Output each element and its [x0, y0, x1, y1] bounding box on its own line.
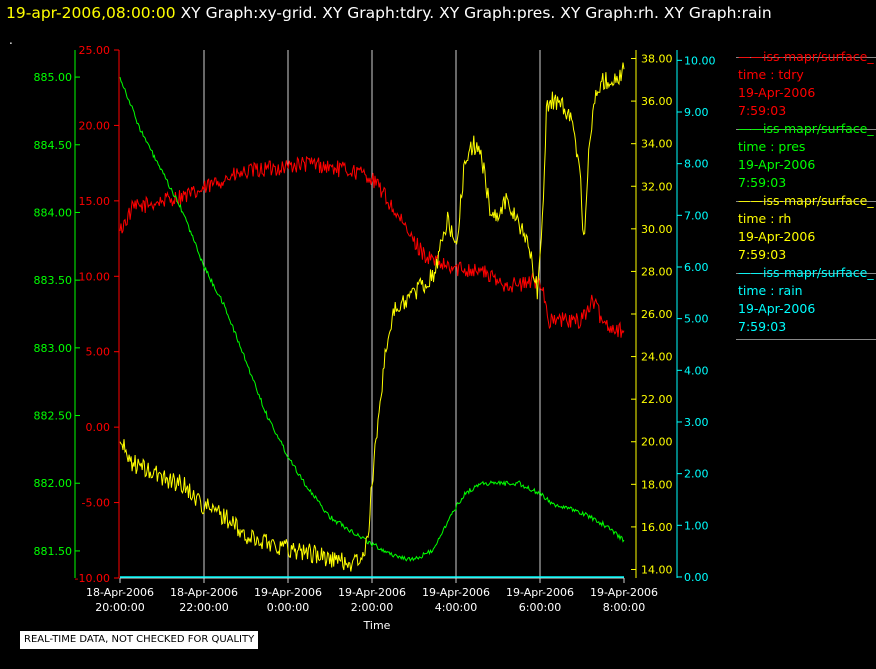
- rain-tick-label-1: 1.00: [684, 519, 709, 532]
- rh-tick-label-4: 22.00: [641, 393, 673, 406]
- status-dot: .: [9, 33, 13, 47]
- tdry-tick-label-1: -5.00: [82, 497, 110, 510]
- rh-tick-label-12: 38.00: [641, 53, 673, 66]
- rain-tick-label-5: 5.00: [684, 313, 709, 326]
- rain-tick-label-4: 4.00: [684, 364, 709, 377]
- graph-title-rain: XY Graph:rain: [663, 4, 772, 22]
- tdry-tick-label-7: 25.00: [79, 44, 111, 57]
- x-tick-date-2: 19-Apr-2006: [254, 586, 322, 599]
- x-tick-date-1: 18-Apr-2006: [170, 586, 238, 599]
- legend-date-3: 19-Apr-2006: [738, 301, 816, 316]
- x-tick-time-2: 0:00:00: [267, 601, 309, 614]
- rain-tick-label-7: 7.00: [684, 209, 709, 222]
- pres-tick-label-7: 885.00: [34, 71, 73, 84]
- graph-title-pres: XY Graph:pres.: [439, 4, 556, 22]
- rh-tick-label-2: 18.00: [641, 478, 673, 491]
- legend-separator-3: [736, 273, 876, 274]
- series-line-pres: [119, 76, 625, 562]
- legend-series-3: ——iss-mapr/surface_: [738, 265, 874, 280]
- rain-tick-label-6: 6.00: [684, 261, 709, 274]
- x-tick-time-0: 20:00:00: [95, 601, 144, 614]
- rh-tick-label-0: 14.00: [641, 563, 673, 576]
- rh-tick-label-5: 24.00: [641, 351, 673, 364]
- legend-separator-0: [736, 57, 876, 58]
- legend-time-0: 7:59:03: [738, 103, 787, 118]
- rh-tick-label-1: 16.00: [641, 521, 673, 534]
- rain-tick-label-8: 8.00: [684, 158, 709, 171]
- legend-separator-2: [736, 201, 876, 202]
- rh-tick-label-9: 32.00: [641, 180, 673, 193]
- x-tick-date-3: 19-Apr-2006: [338, 586, 406, 599]
- legend-var-0: time : tdry: [738, 67, 804, 82]
- series-line-tdry: [119, 155, 625, 338]
- x-tick-time-6: 8:00:00: [603, 601, 645, 614]
- legend-series-0: ——iss-mapr/surface_: [738, 49, 874, 64]
- rh-tick-label-7: 28.00: [641, 265, 673, 278]
- series-line-rh: [119, 62, 625, 572]
- x-axis-label: Time: [363, 619, 391, 632]
- rain-tick-label-10: 10.00: [684, 54, 716, 67]
- quality-notice: REAL-TIME DATA, NOT CHECKED FOR QUALITY: [20, 631, 259, 649]
- pres-tick-label-4: 883.50: [34, 274, 73, 287]
- x-tick-time-5: 6:00:00: [519, 601, 561, 614]
- rh-tick-label-3: 20.00: [641, 436, 673, 449]
- x-tick-time-3: 2:00:00: [351, 601, 393, 614]
- x-tick-date-4: 19-Apr-2006: [422, 586, 490, 599]
- graph-title-xy-grid: XY Graph:xy-grid.: [180, 4, 318, 22]
- legend-time-2: 7:59:03: [738, 247, 787, 262]
- rh-tick-label-10: 34.00: [641, 138, 673, 151]
- x-tick-date-6: 19-Apr-2006: [590, 586, 658, 599]
- tdry-tick-label-4: 10.00: [79, 270, 111, 283]
- x-tick-date-5: 19-Apr-2006: [506, 586, 574, 599]
- legend-date-1: 19-Apr-2006: [738, 157, 816, 172]
- pres-tick-label-5: 884.00: [34, 206, 73, 219]
- legend-var-2: time : rh: [738, 211, 792, 226]
- pres-tick-label-2: 882.50: [34, 410, 73, 423]
- legend-separator-end: [736, 339, 876, 340]
- header-timestamp: 19-apr-2006,08:00:00: [6, 4, 176, 22]
- legend-series-2: ——iss-mapr/surface_: [738, 193, 874, 208]
- tdry-tick-label-3: 5.00: [86, 346, 111, 359]
- x-tick-time-1: 22:00:00: [179, 601, 228, 614]
- graph-title-tdry: XY Graph:tdry.: [322, 4, 435, 22]
- rain-tick-label-9: 9.00: [684, 106, 709, 119]
- pres-tick-label-0: 881.50: [34, 545, 73, 558]
- rain-tick-label-2: 2.00: [684, 468, 709, 481]
- x-tick-time-4: 4:00:00: [435, 601, 477, 614]
- tdry-tick-label-0: -10.00: [75, 572, 110, 585]
- pres-tick-label-6: 884.50: [34, 139, 73, 152]
- pres-tick-label-1: 882.00: [34, 477, 73, 490]
- legend-series-1: ——iss-mapr/surface_: [738, 121, 874, 136]
- x-tick-date-0: 18-Apr-2006: [86, 586, 154, 599]
- legend-var-1: time : pres: [738, 139, 806, 154]
- graph-title-bar: 19-apr-2006,08:00:00 XY Graph:xy-grid. X…: [0, 0, 876, 30]
- rain-tick-label-0: 0.00: [684, 571, 709, 584]
- tdry-tick-label-5: 15.00: [79, 195, 111, 208]
- legend-date-0: 19-Apr-2006: [738, 85, 816, 100]
- tdry-tick-label-2: 0.00: [86, 421, 111, 434]
- legend-separator-1: [736, 129, 876, 130]
- legend-time-3: 7:59:03: [738, 319, 787, 334]
- legend-date-2: 19-Apr-2006: [738, 229, 816, 244]
- legend-time-1: 7:59:03: [738, 175, 787, 190]
- rh-tick-label-11: 36.00: [641, 95, 673, 108]
- rh-tick-label-8: 30.00: [641, 223, 673, 236]
- tdry-tick-label-6: 20.00: [79, 119, 111, 132]
- rh-tick-label-6: 26.00: [641, 308, 673, 321]
- pres-tick-label-3: 883.00: [34, 342, 73, 355]
- graph-title-rh: XY Graph:rh.: [560, 4, 659, 22]
- rain-tick-label-3: 3.00: [684, 416, 709, 429]
- legend-var-3: time : rain: [738, 283, 803, 298]
